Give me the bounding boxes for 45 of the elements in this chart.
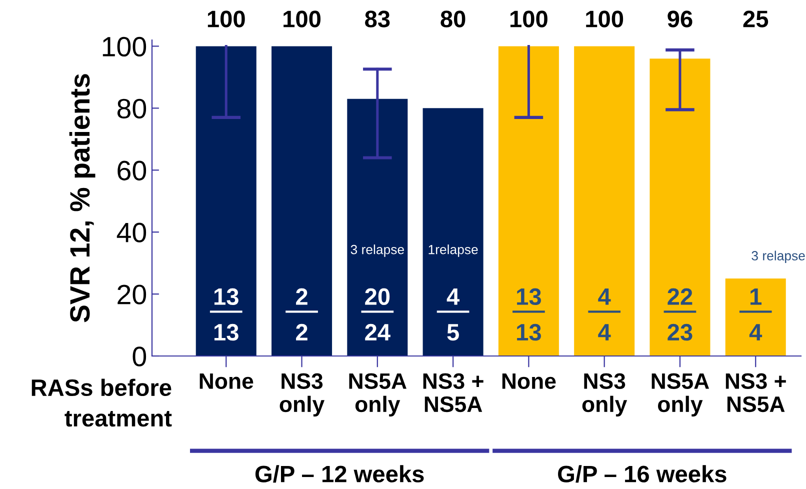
y-axis-title: SVR 12, % patients — [69, 74, 96, 322]
x-tick-label: NS3 only — [280, 373, 324, 417]
bar — [498, 46, 559, 356]
bar — [347, 98, 408, 356]
text: 25 — [743, 10, 768, 28]
bar — [725, 278, 786, 356]
text: 100 — [586, 10, 624, 28]
text: 100 — [284, 10, 320, 28]
x-tick-label: None — [502, 373, 556, 389]
annotation: 4 4 — [598, 288, 611, 340]
y-tick-label: 80 — [117, 98, 146, 118]
y-tick-label: 60 — [118, 160, 146, 180]
annotation: 1 4 — [749, 288, 762, 340]
text: 100 — [510, 10, 548, 28]
x-tick-label: NS3 + NS5A — [726, 373, 786, 412]
bar — [196, 46, 256, 356]
x-tick-label: NS5A only — [652, 373, 710, 417]
annotation: 3 relapse — [752, 250, 805, 264]
text: 80 — [440, 10, 466, 28]
text: 96 — [668, 10, 692, 28]
annotation: 13 13 — [517, 288, 541, 341]
bar — [574, 46, 635, 356]
annotation: 4 5 — [446, 288, 460, 341]
bar — [272, 46, 332, 356]
text: 83 — [365, 10, 390, 28]
x-tick-label: NS5A only — [349, 373, 406, 417]
x-tick-label: None — [200, 373, 254, 389]
text: RASs before treatment — [32, 378, 172, 427]
y-tick-label: 0 — [132, 346, 146, 366]
annotation: 13 13 — [214, 288, 238, 341]
annotation: 2 2 — [296, 288, 308, 340]
x-tick-label: NS3 + NS5A — [423, 373, 484, 412]
annotation: 1relapse — [428, 244, 478, 257]
text: G/P – 12 weeks — [255, 465, 424, 483]
y-tick-label: 20 — [118, 284, 146, 304]
y-tick-label: 40 — [116, 222, 146, 242]
annotation: 3 relapse — [350, 244, 404, 257]
text: 100 — [208, 10, 245, 28]
text: G/P – 16 weeks — [558, 465, 726, 483]
bar — [650, 58, 710, 356]
y-tick-label: 100 — [102, 36, 146, 57]
annotation: 22 23 — [668, 288, 692, 341]
x-tick-label: NS3 only — [582, 373, 628, 417]
bar — [422, 108, 484, 356]
annotation: 20 24 — [365, 288, 390, 340]
